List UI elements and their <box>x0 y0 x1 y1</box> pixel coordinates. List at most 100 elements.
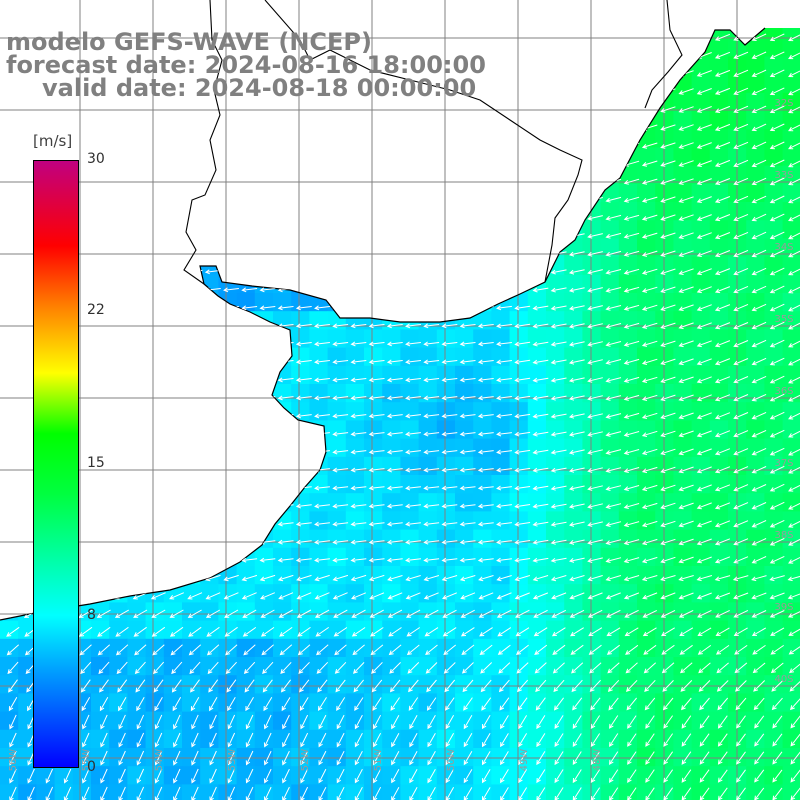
wind-speed-cell <box>600 220 620 239</box>
wind-arrow <box>389 662 401 674</box>
wind-arrow <box>113 161 130 167</box>
wind-speed-cell <box>582 129 602 148</box>
wind-arrow <box>405 431 421 437</box>
wind-arrow <box>277 197 294 203</box>
wind-arrow <box>332 161 349 167</box>
wind-speed-cell <box>327 602 347 622</box>
wind-arrow <box>423 359 440 365</box>
wind-speed-cell <box>127 766 147 785</box>
wind-arrow <box>587 251 603 257</box>
wind-arrow <box>332 521 349 527</box>
wind-arrow <box>623 467 640 473</box>
wind-speed-cell <box>182 256 201 276</box>
wind-speed-cell <box>327 293 347 312</box>
wind-arrow <box>350 197 367 203</box>
wind-arrow <box>496 269 512 275</box>
wind-arrow <box>641 52 658 59</box>
wind-arrow <box>481 751 491 766</box>
wind-speed-cell <box>0 311 19 330</box>
wind-arrow <box>532 539 549 545</box>
wind-speed-cell <box>527 74 547 94</box>
wind-speed-cell <box>782 511 800 531</box>
wind-speed-cell <box>655 638 674 658</box>
wind-speed-cell <box>309 202 329 221</box>
wind-speed-cell <box>273 729 292 749</box>
wind-arrow <box>678 502 694 510</box>
wind-speed-cell <box>746 402 765 421</box>
wind-speed-cell <box>637 74 656 94</box>
wind-speed-cell <box>18 92 37 112</box>
wind-speed-cell <box>291 183 310 203</box>
wind-arrow <box>441 521 458 527</box>
wind-arrow <box>769 555 785 564</box>
wind-speed-cell <box>691 202 711 221</box>
wind-arrow <box>261 644 274 656</box>
wind-speed-cell <box>691 111 711 130</box>
wind-arrow <box>696 448 712 456</box>
wind-speed-cell <box>618 111 638 130</box>
wind-arrow <box>150 485 167 491</box>
wind-speed-cell <box>127 129 147 148</box>
wind-arrow <box>134 644 147 656</box>
wind-arrow <box>441 467 458 473</box>
wind-arrow <box>277 269 294 275</box>
wind-arrow <box>423 467 440 473</box>
wind-speed-cell <box>618 475 638 494</box>
wind-arrow <box>645 733 655 747</box>
wind-arrow <box>132 341 148 347</box>
wind-speed-cell <box>436 202 456 221</box>
wind-arrow <box>769 177 785 186</box>
wind-speed-cell <box>109 202 128 221</box>
wind-arrow <box>80 679 91 693</box>
wind-speed-cell <box>72 129 92 148</box>
wind-speed-cell <box>582 56 602 76</box>
wind-arrow <box>751 105 767 114</box>
wind-arrow <box>769 105 785 114</box>
wind-speed-cell <box>327 638 347 658</box>
wind-arrow <box>769 429 785 438</box>
wind-arrow <box>550 521 567 527</box>
wind-arrow <box>733 141 749 150</box>
wind-arrow <box>173 786 181 800</box>
wind-speed-cell <box>436 566 456 585</box>
wind-speed-cell <box>418 729 438 749</box>
wind-arrow <box>350 395 367 401</box>
wind-speed-cell <box>18 784 37 800</box>
wind-arrow <box>441 485 458 491</box>
wind-arrow <box>78 592 93 600</box>
wind-speed-cell <box>182 438 201 458</box>
wind-speed-cell <box>200 347 219 367</box>
wind-speed-cell <box>455 657 474 676</box>
wind-arrow <box>332 305 349 311</box>
wind-arrow <box>715 609 730 618</box>
wind-speed-cell <box>582 38 602 57</box>
wind-arrow <box>660 484 676 492</box>
wind-speed-cell <box>254 129 274 148</box>
wind-speed-cell <box>746 511 765 531</box>
wind-arrow <box>4 161 21 167</box>
wind-arrow <box>317 697 327 711</box>
wind-arrow <box>314 485 330 491</box>
wind-arrow <box>297 644 311 656</box>
wind-speed-cell <box>691 766 711 785</box>
wind-speed-cell <box>691 147 711 167</box>
wind-arrow <box>423 161 440 167</box>
wind-arrow <box>696 304 712 312</box>
wind-arrow <box>497 644 511 655</box>
latitude-label: 32S <box>774 98 793 109</box>
wind-arrow <box>278 609 293 618</box>
wind-speed-cell <box>236 365 256 385</box>
wind-arrow <box>295 323 312 329</box>
wind-arrow <box>118 786 126 800</box>
wind-arrow <box>789 680 800 692</box>
wind-arrow <box>571 679 583 693</box>
wind-arrow <box>186 161 203 167</box>
wind-arrow <box>568 89 585 95</box>
wind-arrow <box>77 341 94 347</box>
wind-speed-cell <box>91 183 110 203</box>
wind-speed-cell <box>709 38 729 57</box>
longitude-label: 50W <box>446 749 457 772</box>
wind-speed-cell <box>546 602 565 622</box>
wind-arrow <box>627 733 637 747</box>
wind-arrow <box>408 679 419 693</box>
